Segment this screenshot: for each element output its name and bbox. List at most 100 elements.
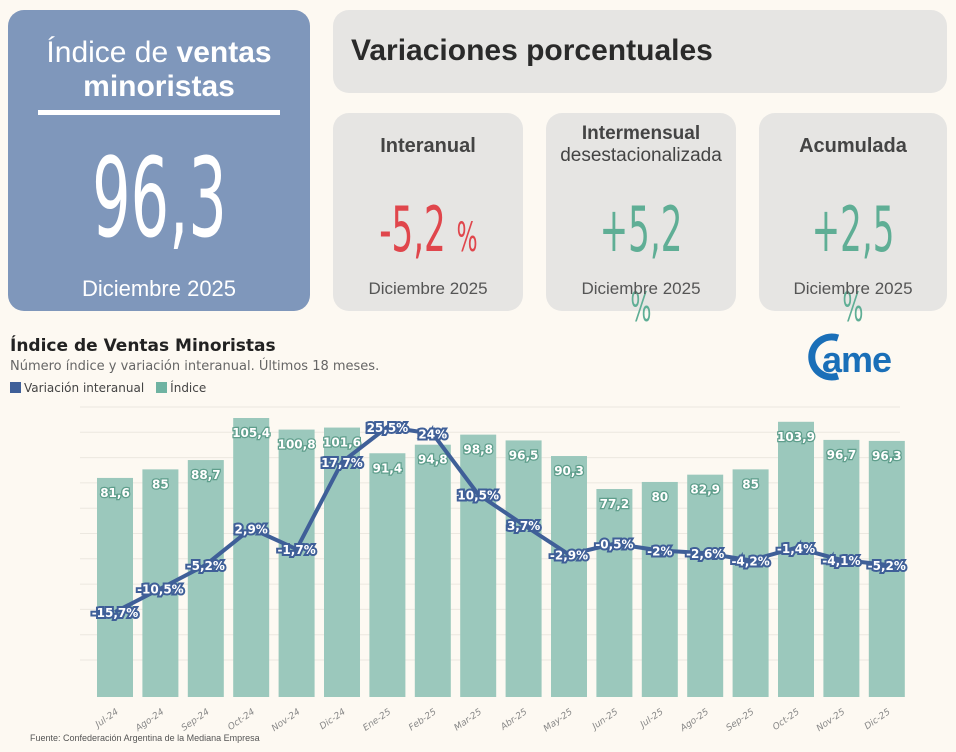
line-label: -4,2% bbox=[731, 554, 769, 568]
card-acumulada: Acumulada +2,5 % Diciembre 2025 bbox=[759, 113, 947, 331]
x-tick-label: Oct-24 bbox=[226, 707, 257, 733]
bar-Dic-25 bbox=[868, 440, 905, 697]
x-tick-label: May-25 bbox=[542, 707, 575, 734]
x-tick-label: Oct-25 bbox=[771, 707, 802, 733]
index-value: 96,3 bbox=[91, 134, 227, 262]
x-tick-label: Dic-24 bbox=[318, 707, 348, 732]
came-logo: ame bbox=[808, 333, 892, 381]
chart-source: Fuente: Confederación Argentina de la Me… bbox=[30, 733, 260, 743]
x-tick-label: Feb-25 bbox=[407, 707, 438, 733]
bar-label: 98,8 bbox=[463, 443, 493, 457]
card-label: Intermensual desestacionalizada bbox=[560, 123, 722, 166]
bar-Nov-25 bbox=[823, 439, 860, 697]
line-label: 3,7% bbox=[507, 519, 540, 533]
bar-label: 94,8 bbox=[418, 453, 448, 467]
line-label: -4,1% bbox=[822, 554, 860, 568]
bar-label: 96,7 bbox=[827, 448, 857, 462]
line-label: -2,6% bbox=[686, 547, 724, 561]
bar-Ago-25 bbox=[687, 474, 724, 697]
bar-May-25 bbox=[551, 456, 587, 697]
bar-Jun-25 bbox=[596, 489, 633, 697]
line-label: 25,5% bbox=[367, 421, 409, 435]
bar-label: 81,6 bbox=[100, 486, 130, 500]
x-tick-label: Jul-25 bbox=[637, 707, 666, 731]
svg-text:ame: ame bbox=[822, 339, 891, 380]
card-date: Diciembre 2025 bbox=[793, 279, 913, 298]
bar-label: 96,3 bbox=[872, 449, 902, 463]
card-intermensual: Intermensual desestacionalizada +5,2 % Di… bbox=[546, 113, 736, 331]
chart: 81,6 Jul-24 85 Ago-24 88,7 Sep-24 105,4 Oct-24 1… bbox=[80, 406, 908, 734]
legend-item-bar: Índice bbox=[156, 381, 206, 395]
line-label: 17,7% bbox=[321, 456, 363, 470]
card-label: Interanual bbox=[380, 135, 476, 157]
line-variacion bbox=[114, 425, 888, 614]
x-tick-label: Abr-25 bbox=[498, 707, 529, 733]
bar-label: 90,3 bbox=[554, 464, 584, 478]
line-label: -0,5% bbox=[595, 538, 633, 552]
bar-label: 85 bbox=[742, 477, 759, 491]
bar-label: 96,5 bbox=[509, 448, 539, 462]
bar-label: 100,8 bbox=[278, 438, 316, 452]
x-tick-label: Jun-25 bbox=[589, 707, 620, 733]
index-panel: Índice de ventas minoristas 96,3 Diciemb… bbox=[8, 10, 310, 311]
bar-label: 91,4 bbox=[373, 461, 403, 475]
line-label: -15,7% bbox=[92, 606, 139, 620]
bar-Sep-25 bbox=[732, 469, 769, 697]
card-date: Diciembre 2025 bbox=[581, 279, 701, 298]
line-label: 24% bbox=[418, 428, 447, 442]
line-label: 10,5% bbox=[457, 488, 499, 502]
chart-legend: Variación interanual Índice bbox=[10, 381, 206, 395]
card-value: -5,2 % bbox=[378, 193, 478, 266]
line-label: -10,5% bbox=[137, 583, 184, 597]
bar-label: 101,6 bbox=[323, 436, 361, 450]
card-interanual: Interanual -5,2 % Diciembre 2025 bbox=[333, 113, 523, 311]
bar-Jul-24 bbox=[97, 477, 133, 697]
x-tick-label: Mar-25 bbox=[453, 707, 485, 733]
bar-Abr-25 bbox=[505, 440, 542, 697]
bar-label: 80 bbox=[651, 490, 668, 504]
legend-item-line: Variación interanual bbox=[10, 381, 144, 395]
bar-label: 82,9 bbox=[690, 483, 720, 497]
line-label: -1,4% bbox=[777, 542, 815, 556]
line-label: -5,2% bbox=[187, 559, 225, 573]
bar-Ene-25 bbox=[369, 453, 406, 697]
x-tick-label: Ene-25 bbox=[361, 707, 393, 733]
index-title: Índice de ventas minoristas bbox=[46, 36, 272, 103]
bar-Feb-25 bbox=[414, 444, 451, 697]
x-tick-label: Nov-24 bbox=[270, 707, 302, 734]
divider bbox=[38, 110, 280, 115]
x-tick-label: Sep-25 bbox=[725, 707, 757, 734]
card-value: +5,2 % bbox=[599, 193, 683, 332]
variations-header: Variaciones porcentuales bbox=[333, 10, 947, 93]
x-tick-label: Ago-24 bbox=[133, 707, 166, 734]
chart-title: Índice de Ventas Minoristas bbox=[10, 336, 276, 356]
x-tick-label: Ago-25 bbox=[678, 707, 711, 734]
line-label: -5,2% bbox=[868, 559, 906, 573]
variations-title: Variaciones porcentuales bbox=[351, 34, 713, 67]
x-tick-label: Nov-25 bbox=[815, 707, 847, 734]
card-value: +2,5 % bbox=[811, 193, 895, 332]
bar-Jul-25 bbox=[641, 481, 678, 697]
bar-label: 77,2 bbox=[600, 497, 630, 511]
bar-Sep-24 bbox=[187, 460, 224, 697]
x-tick-label: Sep-24 bbox=[180, 707, 212, 734]
bar-label: 85 bbox=[152, 477, 169, 491]
line-label: -2,9% bbox=[550, 549, 588, 563]
bar-label: 103,9 bbox=[777, 430, 815, 444]
bar-Mar-25 bbox=[460, 434, 497, 697]
bar-label: 105,4 bbox=[232, 426, 270, 440]
bar-Oct-24 bbox=[233, 418, 270, 697]
chart-subtitle: Número índice y variación interanual. Úl… bbox=[10, 359, 380, 374]
card-date: Diciembre 2025 bbox=[368, 279, 488, 298]
line-label: 2,9% bbox=[235, 522, 268, 536]
line-label: -2% bbox=[647, 544, 672, 558]
bar-Dic-24 bbox=[324, 427, 360, 697]
line-label: -1,7% bbox=[277, 543, 315, 557]
bar-Nov-24 bbox=[278, 429, 315, 697]
x-tick-label: Dic-25 bbox=[863, 707, 893, 732]
bar-Oct-25 bbox=[778, 421, 814, 697]
index-date: Diciembre 2025 bbox=[81, 276, 237, 301]
card-label: Acumulada bbox=[799, 135, 907, 157]
x-tick-label: Jul-24 bbox=[92, 707, 121, 731]
bar-label: 88,7 bbox=[191, 468, 221, 482]
